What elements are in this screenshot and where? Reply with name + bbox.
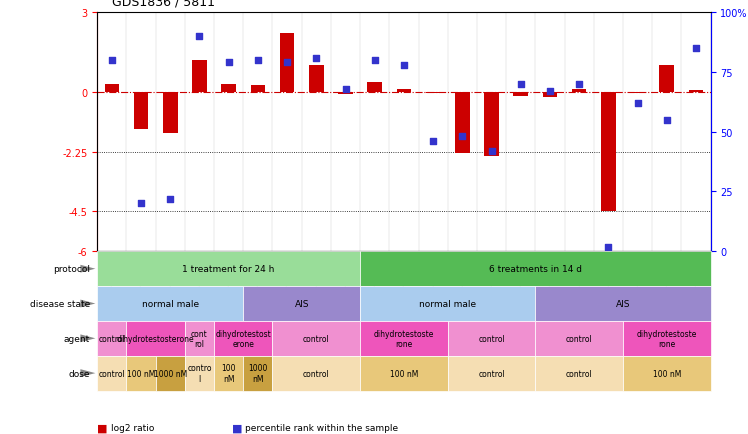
Point <box>485 148 497 155</box>
Text: 100 nM: 100 nM <box>127 369 156 378</box>
Bar <box>455 92 470 154</box>
Text: ■: ■ <box>232 423 242 432</box>
Text: cont
rol: cont rol <box>191 329 208 348</box>
Bar <box>192 61 206 92</box>
Bar <box>689 91 703 92</box>
Bar <box>163 92 177 134</box>
Point <box>456 134 468 141</box>
Bar <box>660 66 674 92</box>
Text: log2 ratio: log2 ratio <box>111 423 154 432</box>
Bar <box>513 92 528 97</box>
Text: 100
nM: 100 nM <box>221 364 236 383</box>
Text: 1000 nM: 1000 nM <box>153 369 187 378</box>
Bar <box>251 86 266 92</box>
Text: disease state: disease state <box>29 299 90 308</box>
Point <box>165 196 177 203</box>
Text: control: control <box>303 334 330 343</box>
Bar <box>601 92 616 212</box>
Point <box>573 81 585 88</box>
Text: percentile rank within the sample: percentile rank within the sample <box>245 423 399 432</box>
Bar <box>338 92 353 95</box>
Point <box>660 117 672 124</box>
Text: 100 nM: 100 nM <box>652 369 681 378</box>
Point <box>515 81 527 88</box>
Text: 1 treatment for 24 h: 1 treatment for 24 h <box>183 265 275 273</box>
Point <box>369 57 381 64</box>
Text: control: control <box>478 369 505 378</box>
Text: GDS1836 / 5811: GDS1836 / 5811 <box>112 0 215 9</box>
Bar <box>134 92 148 130</box>
Text: control: control <box>303 369 330 378</box>
Text: 1000
nM: 1000 nM <box>248 364 268 383</box>
Point <box>602 243 614 250</box>
Point <box>690 46 702 53</box>
Text: dihydrotestosterone: dihydrotestosterone <box>117 334 194 343</box>
Bar <box>396 90 411 92</box>
Text: agent: agent <box>64 334 90 343</box>
Text: dihydrotestost
erone: dihydrotestost erone <box>215 329 272 348</box>
Bar <box>367 83 382 92</box>
Bar <box>105 85 119 92</box>
Bar <box>221 85 236 92</box>
Text: AIS: AIS <box>616 299 631 308</box>
Bar <box>572 90 586 92</box>
Text: control: control <box>99 334 125 343</box>
Point <box>252 57 264 64</box>
Text: control: control <box>99 369 125 378</box>
Text: normal male: normal male <box>141 299 199 308</box>
Point <box>223 60 235 67</box>
Point <box>631 100 643 107</box>
Point <box>106 57 118 64</box>
Text: control: control <box>565 369 592 378</box>
Point <box>340 86 352 93</box>
Text: normal male: normal male <box>419 299 476 308</box>
Point <box>194 33 206 40</box>
Text: protocol: protocol <box>53 265 90 273</box>
Bar <box>631 92 645 94</box>
Bar <box>309 66 324 92</box>
Text: contro
l: contro l <box>187 364 212 383</box>
Bar <box>484 92 499 156</box>
Text: control: control <box>565 334 592 343</box>
Text: ■: ■ <box>97 423 108 432</box>
Polygon shape <box>81 369 96 377</box>
Polygon shape <box>81 265 96 273</box>
Point <box>135 201 147 207</box>
Polygon shape <box>81 335 96 342</box>
Text: dihydrotestoste
rone: dihydrotestoste rone <box>637 329 697 348</box>
Bar <box>542 92 557 98</box>
Point <box>281 60 293 67</box>
Point <box>427 138 439 145</box>
Bar <box>280 34 295 92</box>
Text: dihydrotestoste
rone: dihydrotestoste rone <box>374 329 434 348</box>
Point <box>544 89 556 95</box>
Text: 100 nM: 100 nM <box>390 369 418 378</box>
Point <box>310 55 322 62</box>
Text: dose: dose <box>68 369 90 378</box>
Polygon shape <box>81 300 96 308</box>
Bar <box>426 92 441 94</box>
Text: control: control <box>478 334 505 343</box>
Text: 6 treatments in 14 d: 6 treatments in 14 d <box>489 265 582 273</box>
Text: AIS: AIS <box>295 299 309 308</box>
Point <box>398 62 410 69</box>
